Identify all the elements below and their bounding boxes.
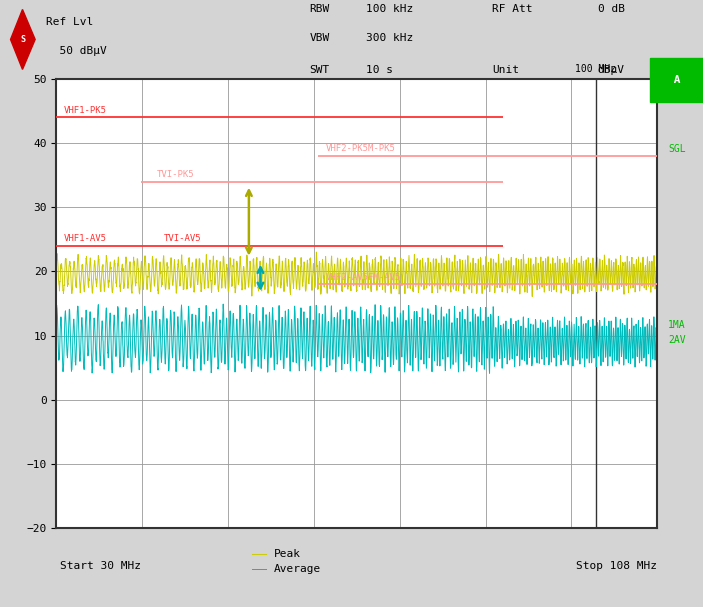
Text: ——: ——	[252, 563, 274, 576]
Text: 50 dBµV: 50 dBµV	[46, 46, 106, 56]
Text: 100 MHz: 100 MHz	[575, 64, 617, 74]
Text: VHF2-PK5M-PK5: VHF2-PK5M-PK5	[326, 144, 396, 154]
Text: VHF1-PK5: VHF1-PK5	[64, 106, 107, 115]
Text: TVI-PK5: TVI-PK5	[157, 170, 194, 179]
Text: 300 kHz: 300 kHz	[366, 33, 413, 43]
Text: Unit: Unit	[492, 65, 519, 75]
Text: A: A	[667, 75, 687, 85]
Text: dBµV: dBµV	[598, 65, 624, 75]
Text: 100 kHz: 100 kHz	[366, 4, 413, 14]
Text: Peak: Peak	[274, 549, 301, 559]
Text: VBW: VBW	[309, 33, 330, 43]
Text: VHF1-AV5: VHF1-AV5	[64, 234, 107, 243]
Text: RBW: RBW	[309, 4, 330, 14]
Text: VHF2-AV5FM-AV5: VHF2-AV5FM-AV5	[326, 273, 401, 282]
Text: Ref Lvl: Ref Lvl	[46, 18, 93, 27]
Polygon shape	[11, 10, 35, 69]
Text: SGL: SGL	[668, 144, 686, 154]
Text: ——: ——	[252, 548, 274, 561]
Text: 10 s: 10 s	[366, 65, 392, 75]
Text: 2AV: 2AV	[668, 335, 686, 345]
Text: SWT: SWT	[309, 65, 330, 75]
Text: 1MA: 1MA	[668, 320, 686, 330]
Text: RF Att: RF Att	[492, 4, 533, 14]
Text: TVI-AV5: TVI-AV5	[164, 234, 202, 243]
Text: 0 dB: 0 dB	[598, 4, 624, 14]
Text: Start 30 MHz: Start 30 MHz	[60, 561, 141, 571]
Text: Stop 108 MHz: Stop 108 MHz	[576, 561, 657, 571]
Text: S: S	[20, 35, 25, 44]
Text: Average: Average	[274, 565, 321, 574]
